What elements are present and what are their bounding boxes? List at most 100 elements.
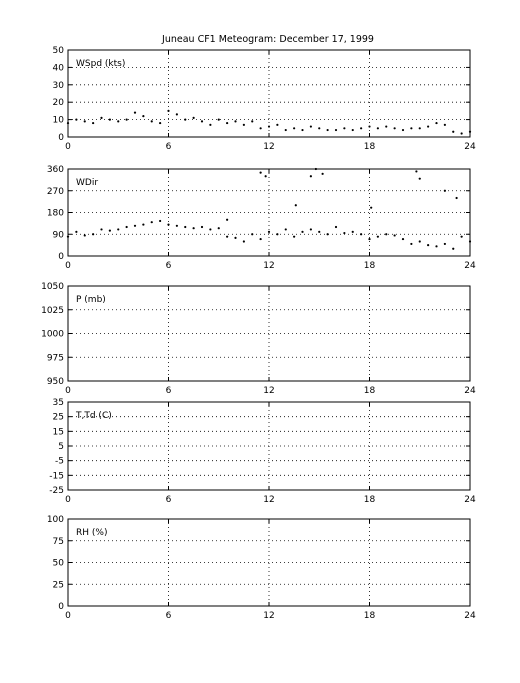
x-tick-label: 6 bbox=[166, 142, 172, 152]
data-point bbox=[460, 132, 463, 135]
data-point bbox=[242, 123, 245, 126]
data-point bbox=[284, 128, 287, 132]
data-series-1 bbox=[66, 167, 472, 250]
data-point bbox=[351, 230, 354, 233]
data-point bbox=[150, 120, 153, 123]
data-point bbox=[234, 236, 237, 239]
x-tick-label: 24 bbox=[464, 261, 476, 271]
data-point bbox=[309, 228, 312, 231]
y-tick-label: 975 bbox=[47, 353, 64, 363]
data-point bbox=[276, 123, 279, 126]
data-point bbox=[410, 127, 413, 130]
y-tick-label: 1050 bbox=[41, 282, 64, 292]
data-point bbox=[75, 230, 78, 233]
data-point bbox=[309, 175, 312, 178]
y-tick-label: 40 bbox=[53, 63, 65, 73]
data-point bbox=[184, 225, 187, 229]
data-point bbox=[159, 121, 162, 125]
data-series-1 bbox=[66, 109, 472, 135]
data-point bbox=[284, 228, 287, 231]
x-tick-label: 24 bbox=[464, 611, 476, 621]
data-point bbox=[343, 231, 346, 235]
data-point bbox=[200, 120, 204, 123]
data-point bbox=[175, 224, 178, 227]
data-point bbox=[209, 123, 212, 126]
x-tick-label: 18 bbox=[364, 261, 376, 271]
data-point bbox=[443, 189, 446, 192]
y-tick-label: 15 bbox=[53, 427, 64, 437]
data-point bbox=[452, 130, 455, 133]
data-point bbox=[376, 127, 379, 130]
data-point bbox=[100, 228, 103, 231]
y-tick-label: 1000 bbox=[41, 330, 64, 340]
data-point bbox=[234, 120, 237, 123]
data-point bbox=[415, 170, 418, 173]
y-tick-label: -5 bbox=[55, 457, 64, 467]
data-point bbox=[217, 118, 220, 121]
y-tick-label: 5 bbox=[58, 442, 64, 452]
data-point bbox=[370, 206, 373, 209]
data-point bbox=[159, 219, 162, 223]
x-tick-label: 24 bbox=[464, 495, 476, 505]
y-tick-label: 0 bbox=[58, 252, 64, 262]
data-point bbox=[435, 245, 438, 248]
y-tick-label: 25 bbox=[53, 580, 64, 590]
x-tick-label: 6 bbox=[166, 495, 172, 505]
data-point bbox=[92, 121, 95, 125]
data-point bbox=[92, 233, 95, 236]
data-point bbox=[443, 123, 446, 126]
panel-5: 0 6 12 18 24 0 25 50 75 100 RH (%) bbox=[47, 515, 476, 621]
data-point bbox=[418, 127, 421, 130]
data-point bbox=[133, 224, 137, 227]
y-tick-label: 25 bbox=[53, 413, 64, 423]
data-point bbox=[334, 225, 338, 229]
data-point bbox=[455, 196, 458, 200]
data-point bbox=[351, 128, 354, 132]
data-point bbox=[343, 127, 346, 130]
data-point bbox=[83, 120, 86, 123]
data-point bbox=[427, 125, 430, 128]
y-tick-label: 50 bbox=[53, 559, 65, 569]
x-tick-label: 12 bbox=[263, 261, 274, 271]
y-tick-label: 270 bbox=[47, 187, 64, 197]
data-point bbox=[226, 218, 229, 221]
y-tick-label: 75 bbox=[53, 537, 64, 547]
data-point bbox=[66, 121, 70, 125]
x-tick-label: 0 bbox=[65, 261, 71, 271]
data-point bbox=[167, 109, 170, 112]
data-point bbox=[376, 235, 379, 238]
data-point bbox=[184, 118, 187, 121]
data-point bbox=[401, 128, 405, 132]
data-point bbox=[385, 125, 388, 128]
data-point bbox=[267, 125, 271, 128]
data-point bbox=[66, 235, 70, 238]
data-point bbox=[427, 244, 430, 247]
data-point bbox=[360, 127, 363, 130]
data-point bbox=[83, 234, 86, 237]
data-point bbox=[125, 118, 128, 121]
y-tick-label: 35 bbox=[53, 398, 64, 408]
data-point bbox=[435, 121, 438, 125]
x-tick-label: 18 bbox=[364, 142, 376, 152]
data-point bbox=[108, 229, 111, 232]
data-point bbox=[175, 113, 178, 116]
data-point bbox=[410, 242, 413, 246]
x-tick-label: 12 bbox=[263, 142, 274, 152]
data-point bbox=[443, 242, 446, 246]
data-point bbox=[142, 223, 145, 226]
x-tick-label: 0 bbox=[65, 495, 71, 505]
data-point bbox=[150, 221, 153, 224]
y-tick-label: 360 bbox=[47, 165, 64, 175]
x-tick-label: 0 bbox=[65, 386, 71, 396]
x-tick-label: 12 bbox=[263, 495, 274, 505]
data-point bbox=[209, 228, 212, 231]
panel-label: WDir bbox=[76, 178, 98, 188]
y-tick-label: 0 bbox=[58, 133, 64, 143]
data-point bbox=[452, 247, 455, 250]
data-point bbox=[242, 240, 245, 243]
data-point bbox=[314, 167, 317, 171]
data-point bbox=[460, 235, 463, 238]
data-point bbox=[318, 127, 321, 130]
y-tick-label: -25 bbox=[49, 486, 64, 496]
y-tick-label: 0 bbox=[58, 602, 64, 612]
